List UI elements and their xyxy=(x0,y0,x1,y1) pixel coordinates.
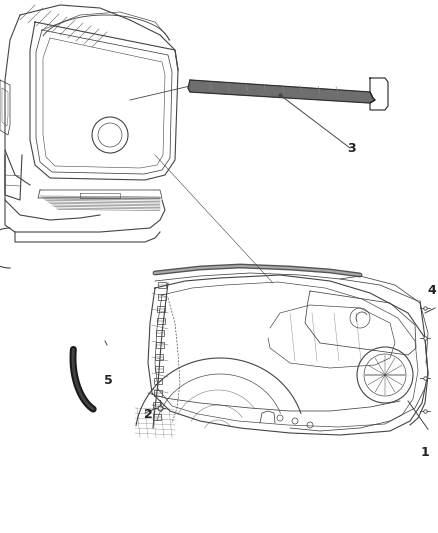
Bar xyxy=(155,366,162,372)
Bar xyxy=(158,294,166,300)
Text: 2: 2 xyxy=(144,408,152,422)
Bar xyxy=(155,354,163,360)
Bar xyxy=(155,342,163,348)
Bar xyxy=(153,402,161,408)
Text: 1: 1 xyxy=(420,447,429,459)
Text: 4: 4 xyxy=(427,284,436,296)
Bar xyxy=(158,282,166,288)
Bar xyxy=(152,414,160,420)
Bar xyxy=(156,318,165,324)
Polygon shape xyxy=(188,80,375,103)
Text: 3: 3 xyxy=(348,141,356,155)
Bar xyxy=(154,378,162,384)
Bar xyxy=(157,306,165,312)
Text: 5: 5 xyxy=(104,374,113,386)
Bar xyxy=(156,330,164,336)
Bar xyxy=(153,390,162,396)
